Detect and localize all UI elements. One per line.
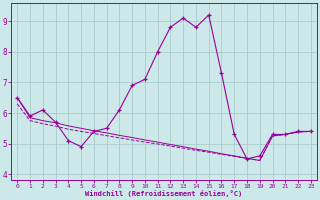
X-axis label: Windchill (Refroidissement éolien,°C): Windchill (Refroidissement éolien,°C) [85, 190, 243, 197]
